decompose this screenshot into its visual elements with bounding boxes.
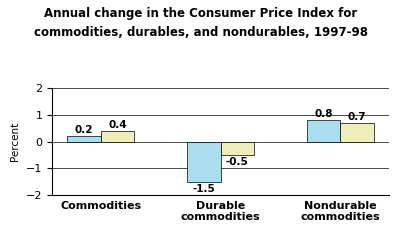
Bar xyxy=(221,142,254,155)
Text: commodities, durables, and nondurables, 1997-98: commodities, durables, and nondurables, … xyxy=(34,26,367,39)
Y-axis label: Percent: Percent xyxy=(10,122,20,161)
Bar xyxy=(187,142,221,182)
Bar xyxy=(101,131,134,142)
Text: 0.8: 0.8 xyxy=(314,109,333,119)
Text: Annual change in the Consumer Price Index for: Annual change in the Consumer Price Inde… xyxy=(44,7,357,20)
Bar xyxy=(67,136,101,142)
Text: 0.2: 0.2 xyxy=(75,125,93,135)
Text: -0.5: -0.5 xyxy=(226,157,249,167)
Text: 0.4: 0.4 xyxy=(108,119,127,129)
Text: 0.7: 0.7 xyxy=(348,112,366,122)
Bar xyxy=(307,120,340,142)
Text: -1.5: -1.5 xyxy=(192,184,215,194)
Bar xyxy=(340,123,374,142)
